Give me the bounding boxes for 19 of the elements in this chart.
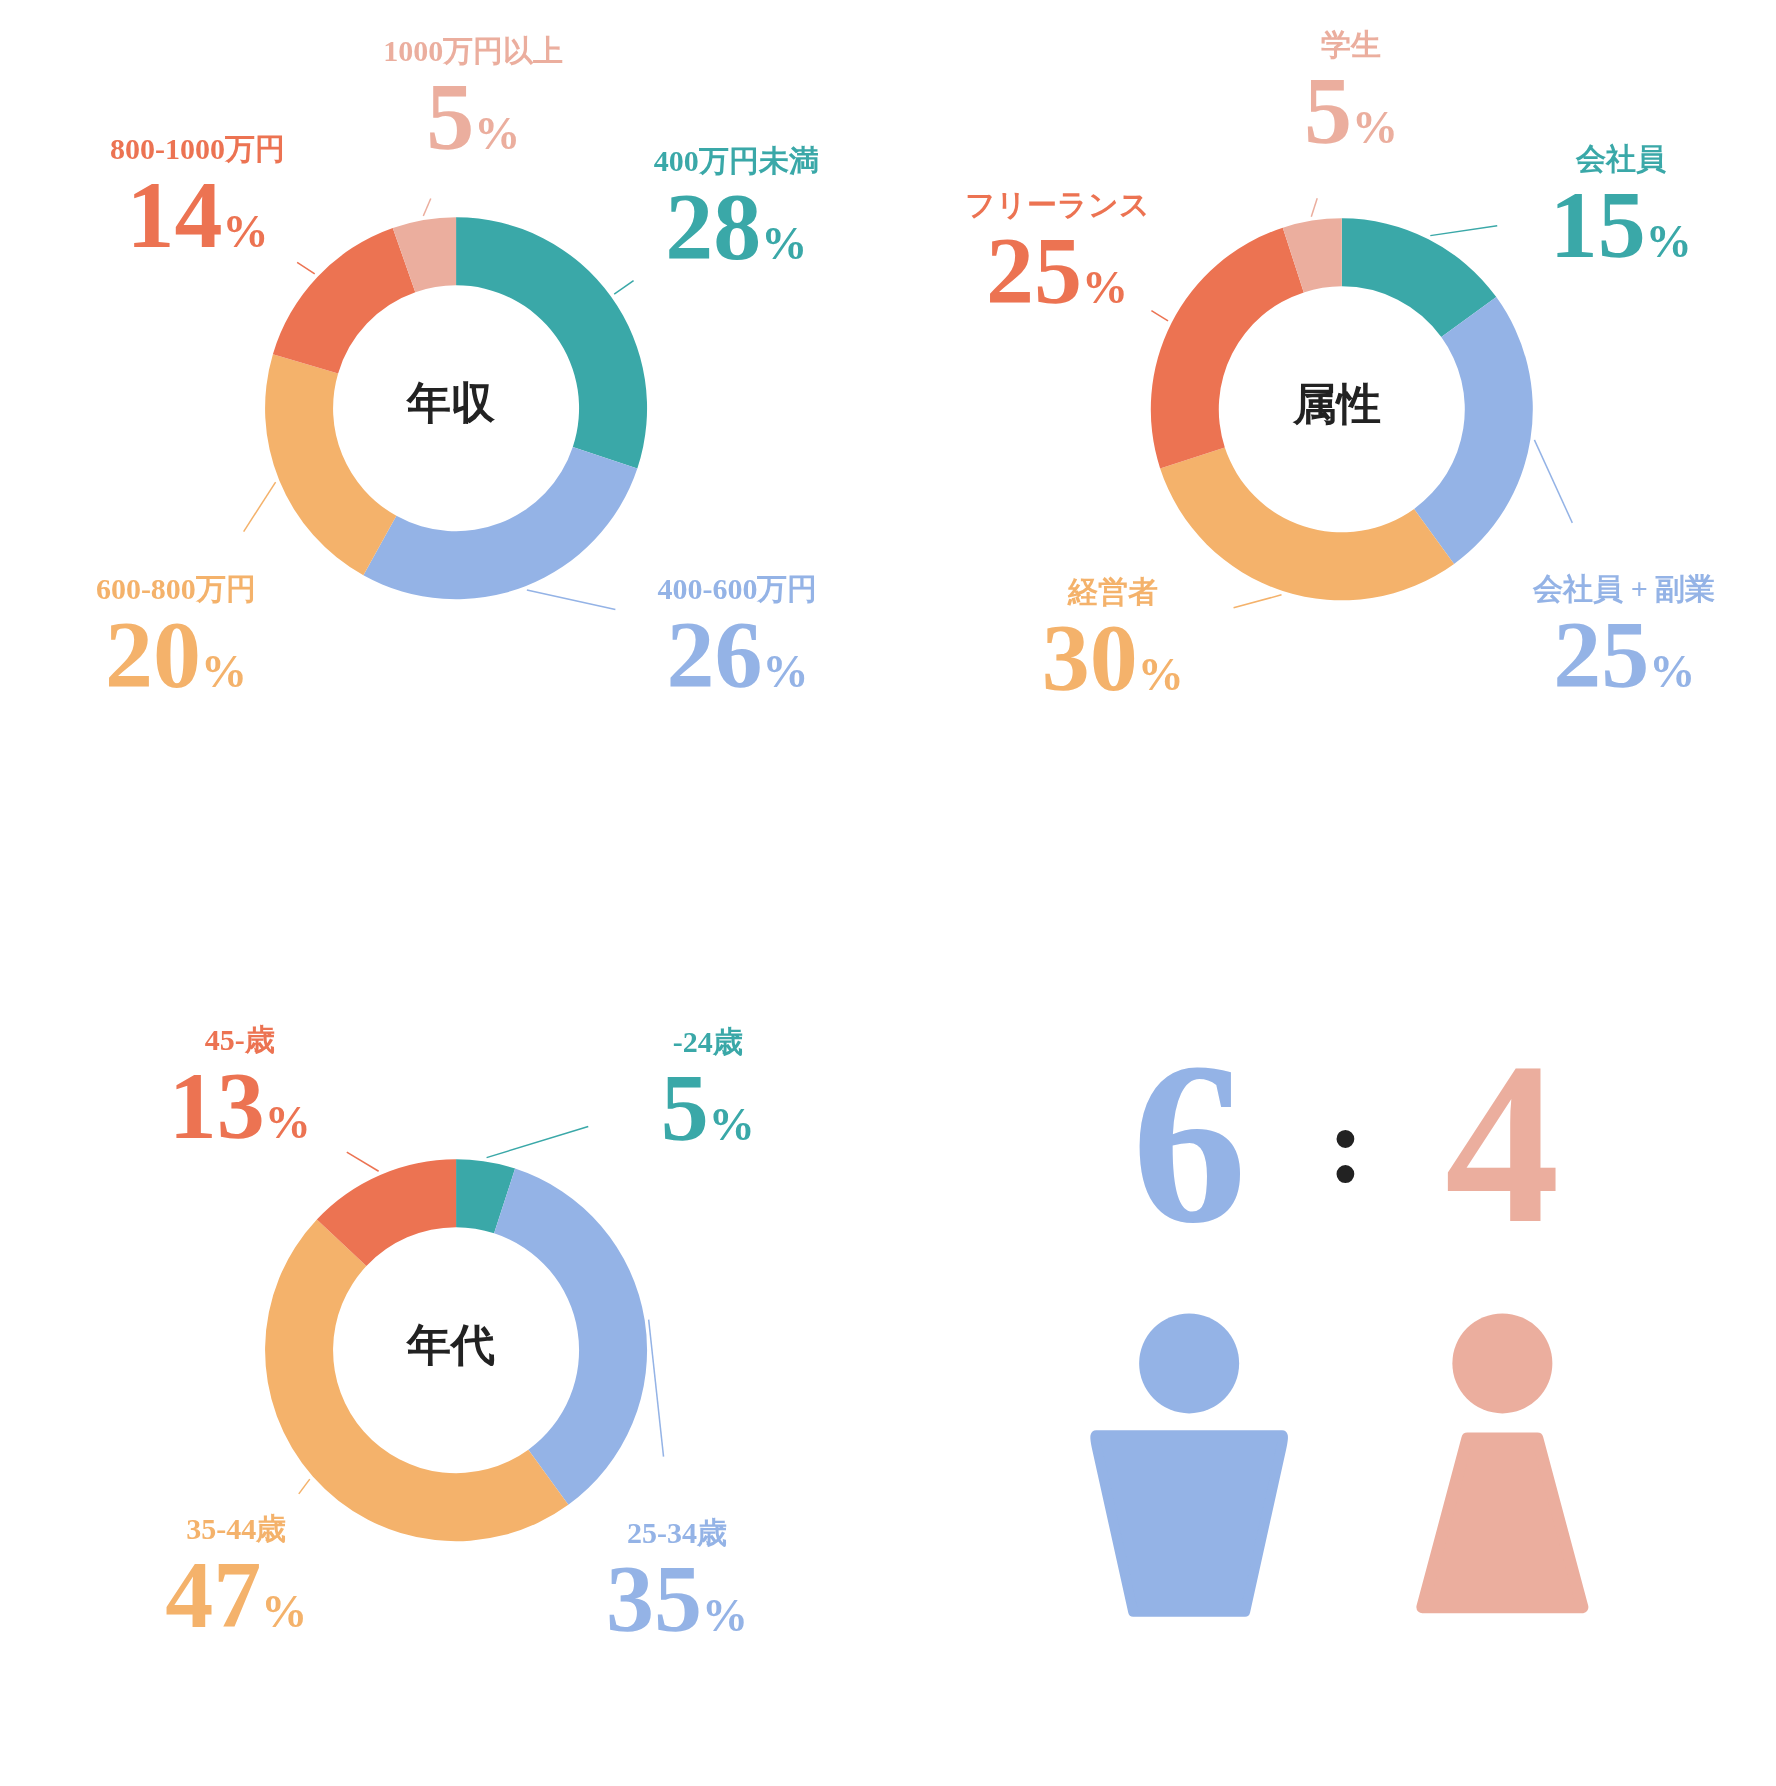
text: 4 [1444,1016,1560,1272]
text: : [1327,1083,1365,1206]
donut-slice [1282,218,1342,293]
text: 6 [1131,1016,1247,1272]
slice-label: 35-44歳 [186,1512,287,1546]
donut-slice [316,1159,457,1267]
donut-slice [1414,297,1533,564]
text: 年代 [406,1320,496,1370]
donut-slice [456,1159,516,1234]
donut-slice [1341,218,1497,338]
donut-slice [272,228,416,374]
text: 属性 [1291,379,1381,429]
slice-label: 学生 [1320,28,1381,62]
donut-slice [265,354,397,576]
donut-slice [1160,447,1455,601]
donut-slice [392,217,457,293]
donut-slice [363,447,638,600]
text: 年収 [406,378,496,428]
donut-slice [494,1168,647,1505]
